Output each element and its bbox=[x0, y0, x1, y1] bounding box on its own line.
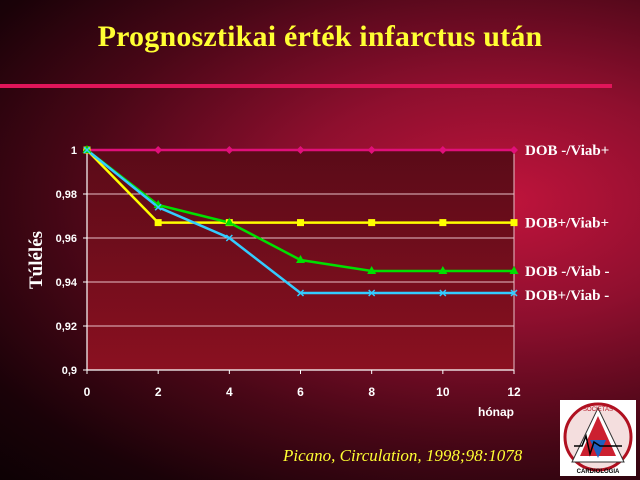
x-axis-label: hónap bbox=[478, 405, 514, 419]
y-tick-label: 1 bbox=[71, 145, 77, 157]
data-point-diamond bbox=[154, 146, 163, 154]
data-point-x bbox=[225, 234, 233, 242]
y-tick-label: 0,96 bbox=[56, 233, 77, 245]
data-point-x bbox=[510, 289, 518, 297]
data-point-diamond bbox=[225, 146, 234, 154]
data-point-triangle bbox=[296, 255, 305, 263]
y-tick-label: 0,98 bbox=[56, 189, 77, 201]
data-point-triangle bbox=[438, 266, 448, 274]
data-point-x bbox=[83, 146, 91, 154]
series-end-label: DOB+/Viab - bbox=[525, 288, 609, 304]
data-point-x bbox=[296, 289, 305, 297]
cardiology-society-logo: SOCIETAS CARDIOLOGIA bbox=[560, 400, 636, 476]
logo-bottom-text: CARDIOLOGIA bbox=[577, 469, 620, 475]
x-tick-label: 4 bbox=[226, 385, 233, 399]
data-point-square bbox=[368, 219, 376, 227]
series-end-label: DOB+/Viab+ bbox=[525, 216, 609, 232]
data-point-square bbox=[439, 219, 447, 227]
data-point-square bbox=[297, 219, 304, 227]
x-tick-label: 10 bbox=[436, 385, 450, 399]
data-point-x bbox=[439, 289, 447, 297]
x-tick-label: 12 bbox=[507, 385, 521, 399]
data-point-diamond bbox=[296, 146, 305, 154]
y-tick-label: 0,94 bbox=[56, 277, 78, 289]
data-point-triangle bbox=[224, 217, 234, 226]
series-end-label: DOB -/Viab+ bbox=[525, 143, 609, 159]
data-point-x bbox=[154, 203, 162, 211]
x-tick-label: 0 bbox=[84, 385, 91, 399]
data-point-diamond bbox=[367, 146, 376, 154]
data-point-x bbox=[368, 289, 376, 297]
x-tick-label: 8 bbox=[368, 385, 375, 399]
slide-title: Prognosztikai érték infarctus után bbox=[97, 20, 543, 53]
data-point-square bbox=[510, 219, 518, 227]
data-point-triangle bbox=[367, 266, 377, 274]
data-point-square bbox=[154, 219, 162, 227]
title-divider bbox=[0, 84, 612, 88]
y-tick-label: 0,92 bbox=[56, 321, 77, 333]
data-point-diamond bbox=[438, 146, 447, 154]
logo-top-text: SOCIETAS bbox=[583, 407, 613, 413]
y-axis-label: Túlélés bbox=[26, 231, 47, 289]
y-tick-label: 0,9 bbox=[62, 365, 77, 377]
citation: Picano, Circulation, 1998;98:1078 bbox=[283, 446, 523, 465]
series-end-label: DOB -/Viab - bbox=[525, 264, 609, 280]
data-point-triangle bbox=[509, 266, 519, 274]
x-tick-label: 6 bbox=[297, 385, 304, 399]
x-tick-label: 2 bbox=[155, 385, 162, 399]
data-point-diamond bbox=[510, 146, 518, 154]
